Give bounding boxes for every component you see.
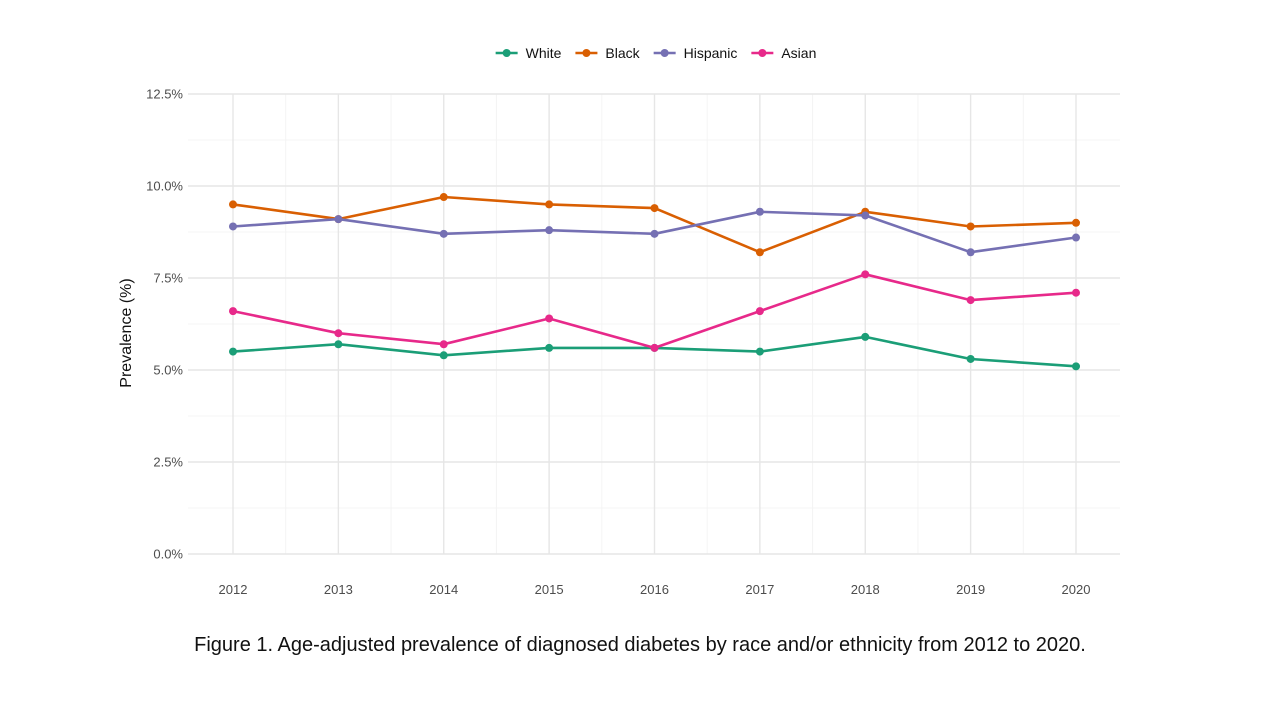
- data-point-asian: [650, 343, 659, 352]
- data-point-hispanic: [545, 226, 554, 235]
- data-point-black: [755, 248, 764, 257]
- legend-key-point: [660, 49, 669, 57]
- legend-item-white: White: [495, 45, 562, 61]
- line-chart: 0.0%2.5%5.0%7.5%10.0%12.5% 2012 2013 2014 2…: [118, 45, 1120, 597]
- data-point-asian: [1072, 288, 1080, 297]
- data-point-asian: [861, 270, 870, 279]
- data-point-hispanic: [1072, 233, 1080, 242]
- data-point-white: [755, 347, 764, 356]
- data-point-hispanic: [755, 207, 764, 216]
- data-point-white: [334, 340, 343, 349]
- data-point-hispanic: [229, 222, 237, 231]
- x-tick-label: 2019: [956, 582, 985, 597]
- series-hispanic: [229, 207, 1080, 257]
- data-point-asian: [439, 340, 448, 349]
- x-tick-label: 2017: [745, 582, 774, 597]
- y-tick-label: 12.5%: [146, 87, 183, 102]
- data-point-asian: [334, 329, 343, 338]
- x-axis-ticks: 2012 2013 2014 2015 2016 2017 2018 2019 2020: [219, 582, 1091, 597]
- data-point-white: [1072, 362, 1080, 371]
- data-point-black: [229, 200, 237, 209]
- data-point-hispanic: [861, 211, 870, 220]
- legend-key-point: [502, 49, 511, 57]
- y-tick-label: 2.5%: [153, 455, 183, 470]
- data-point-white: [966, 354, 975, 363]
- legend-label: White: [526, 45, 562, 61]
- data-point-black: [545, 200, 554, 209]
- series-asian: [229, 270, 1080, 352]
- legend-item-black: Black: [575, 45, 641, 61]
- x-tick-label: 2016: [640, 582, 669, 597]
- legend-item-hispanic: Hispanic: [653, 45, 738, 61]
- data-point-hispanic: [650, 229, 659, 238]
- series-lines: [229, 193, 1080, 371]
- y-axis-ticks: 0.0% 2.5% 5.0% 7.5% 10.0% 12.5%: [146, 87, 183, 562]
- legend-label: Hispanic: [684, 45, 738, 61]
- legend-key-point: [582, 49, 591, 57]
- data-point-asian: [229, 307, 237, 316]
- y-tick-label: 7.5%: [153, 271, 183, 286]
- x-tick-label: 2014: [429, 582, 458, 597]
- data-point-asian: [545, 314, 554, 323]
- legend-key-point: [758, 49, 767, 57]
- legend: White Black Hispanic Asian: [495, 45, 816, 61]
- y-tick-label: 5.0%: [153, 363, 183, 378]
- legend-label: Black: [605, 45, 640, 61]
- data-point-black: [650, 204, 659, 213]
- x-tick-label: 2015: [535, 582, 564, 597]
- data-point-hispanic: [966, 248, 975, 257]
- x-tick-label: 2018: [851, 582, 880, 597]
- data-point-white: [545, 343, 554, 352]
- data-point-black: [1072, 218, 1080, 227]
- x-tick-label: 2020: [1062, 582, 1091, 597]
- data-point-hispanic: [439, 229, 448, 238]
- data-point-black: [966, 222, 975, 231]
- data-point-white: [861, 332, 870, 341]
- data-point-white: [439, 351, 448, 360]
- y-axis-label: Prevalence (%): [118, 278, 135, 387]
- x-tick-label: 2012: [219, 582, 248, 597]
- data-point-asian: [755, 307, 764, 316]
- legend-label: Asian: [781, 45, 816, 61]
- data-point-black: [439, 193, 448, 202]
- data-point-hispanic: [334, 215, 343, 224]
- y-tick-label: 10.0%: [146, 179, 183, 194]
- x-tick-label: 2013: [324, 582, 353, 597]
- data-point-white: [229, 347, 237, 356]
- y-tick-label: 0.0%: [153, 547, 183, 562]
- grid-lines: [188, 93, 1120, 555]
- data-point-asian: [966, 296, 975, 305]
- legend-item-asian: Asian: [751, 45, 816, 61]
- figure-caption: Figure 1. Age-adjusted prevalence of dia…: [194, 634, 1086, 656]
